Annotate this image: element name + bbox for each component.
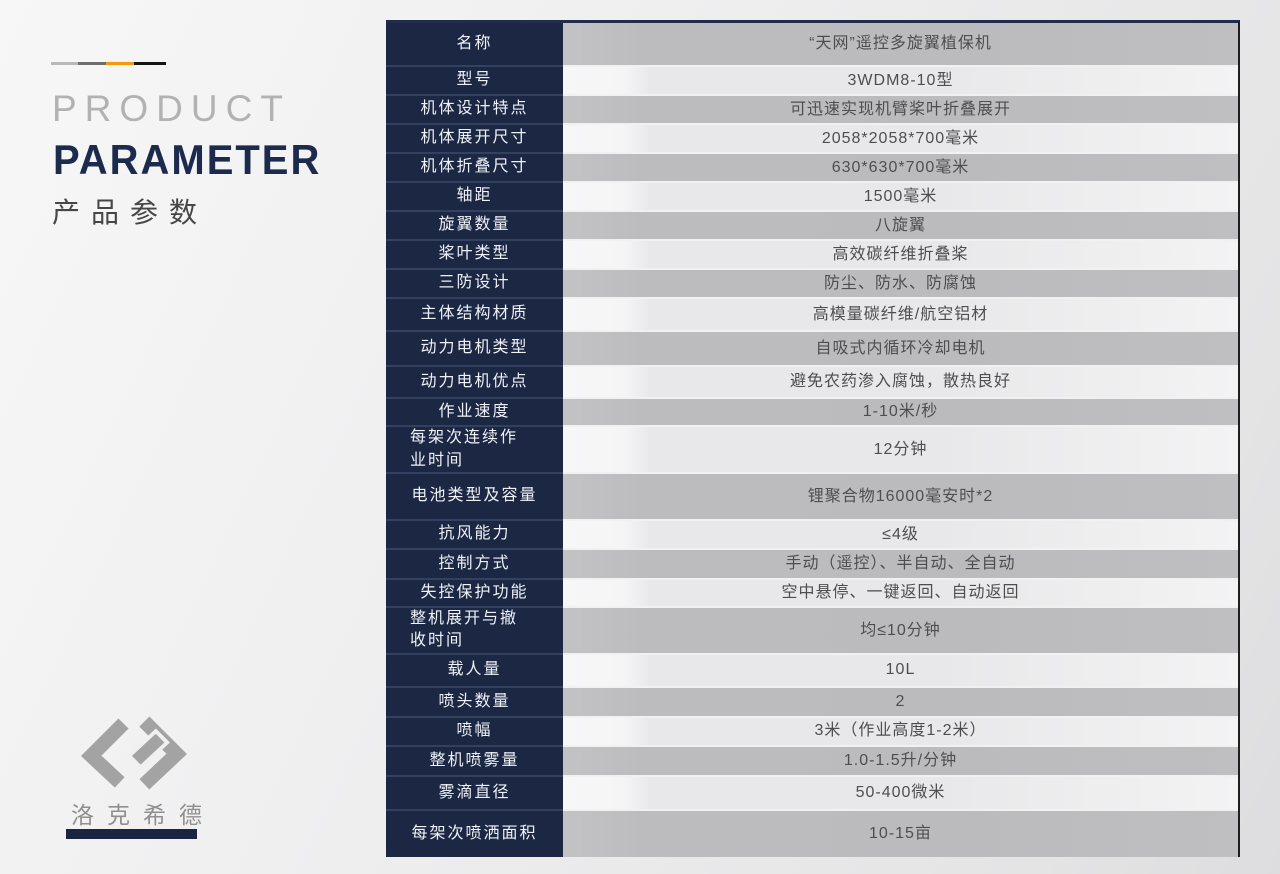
- parameter-value: 锂聚合物16000毫安时*2: [563, 472, 1238, 519]
- table-row: 机体展开尺寸 2058*2058*700毫米: [386, 123, 1238, 152]
- table-row: 抗风能力 ≤4级: [386, 519, 1238, 548]
- parameter-label: 整机喷雾量: [386, 744, 563, 775]
- table-row: 雾滴直径 50-400微米: [386, 774, 1238, 809]
- table-row: 动力电机类型 自吸式内循环冷却电机: [386, 330, 1238, 365]
- parameter-label: 雾滴直径: [386, 774, 563, 809]
- parameter-label: 机体折叠尺寸: [386, 152, 563, 181]
- parameter-table: 名称 “天网”遥控多旋翼植保机 型号 3WDM8-10型 机体设计特点 可迅速实现机臂桨叶…: [386, 20, 1240, 857]
- table-row: 整机展开与撤 收时间 均≤10分钟: [386, 606, 1238, 653]
- table-row: 失控保护功能 空中悬停、一键返回、自动返回: [386, 578, 1238, 606]
- parameter-label: 机体设计特点: [386, 94, 563, 123]
- table-row: 旋翼数量 八旋翼: [386, 210, 1238, 239]
- parameter-value: 空中悬停、一键返回、自动返回: [563, 578, 1238, 606]
- parameter-label: 失控保护功能: [386, 578, 563, 606]
- parameter-label: 桨叶类型: [386, 239, 563, 268]
- parameter-value: 12分钟: [563, 425, 1238, 472]
- table-row: 轴距 1500毫米: [386, 181, 1238, 210]
- parameter-value: 防尘、防水、防腐蚀: [563, 268, 1238, 297]
- parameter-label: 每架次喷洒面积: [386, 808, 563, 857]
- parameter-value: 50-400微米: [563, 774, 1238, 809]
- parameter-label: 型号: [386, 65, 563, 94]
- table-row: 名称 “天网”遥控多旋翼植保机: [386, 23, 1238, 65]
- parameter-label: 名称: [386, 23, 563, 65]
- parameter-value: 高效碳纤维折叠桨: [563, 239, 1238, 268]
- parameter-value: 2058*2058*700毫米: [563, 123, 1238, 152]
- parameter-value: 八旋翼: [563, 210, 1238, 239]
- line-segment-gray-light: [51, 62, 78, 65]
- parameter-value: 3WDM8-10型: [563, 65, 1238, 94]
- parameter-label: 动力电机类型: [386, 330, 563, 365]
- table-row: 载人量 10L: [386, 652, 1238, 686]
- parameter-value: 10L: [563, 652, 1238, 686]
- parameter-value: 3米（作业高度1-2米）: [563, 715, 1238, 745]
- parameter-value: 1-10米/秒: [563, 397, 1238, 425]
- parameter-label: 电池类型及容量: [386, 472, 563, 519]
- parameter-label: 每架次连续作 业时间: [386, 425, 563, 472]
- parameter-value: ≤4级: [563, 519, 1238, 548]
- parameter-value: 自吸式内循环冷却电机: [563, 330, 1238, 365]
- table-row: 桨叶类型 高效碳纤维折叠桨: [386, 239, 1238, 268]
- table-row: 电池类型及容量 锂聚合物16000毫安时*2: [386, 472, 1238, 519]
- page-title-chinese: 产品参数: [52, 197, 209, 228]
- parameter-value: 可迅速实现机臂桨叶折叠展开: [563, 94, 1238, 123]
- parameter-label: 机体展开尺寸: [386, 123, 563, 152]
- parameter-value: 高模量碳纤维/航空铝材: [563, 297, 1238, 330]
- line-segment-gray-dark: [78, 62, 106, 65]
- parameter-label: 轴距: [386, 181, 563, 210]
- logo-underline-bar: [66, 829, 197, 839]
- table-row: 型号 3WDM8-10型: [386, 65, 1238, 94]
- parameter-label: 控制方式: [386, 548, 563, 578]
- table-row: 喷头数量 2: [386, 685, 1238, 716]
- parameter-value: “天网”遥控多旋翼植保机: [563, 23, 1238, 65]
- table-row: 机体设计特点 可迅速实现机臂桨叶折叠展开: [386, 94, 1238, 123]
- parameter-label: 三防设计: [386, 268, 563, 297]
- parameter-value: 10-15亩: [563, 808, 1238, 857]
- line-segment-black: [134, 62, 166, 65]
- table-row: 每架次喷洒面积 10-15亩: [386, 808, 1238, 857]
- page-title-english-line2: PARAMETER: [53, 137, 322, 184]
- parameter-label: 整机展开与撤 收时间: [386, 606, 563, 653]
- table-row: 控制方式 手动（遥控）、半自动、全自动: [386, 548, 1238, 578]
- parameter-label: 抗风能力: [386, 519, 563, 548]
- parameter-label: 作业速度: [386, 397, 563, 425]
- table-row: 主体结构材质 高模量碳纤维/航空铝材: [386, 297, 1238, 330]
- logo-company-name: 洛克希德: [71, 803, 215, 828]
- parameter-value: 630*630*700毫米: [563, 152, 1238, 181]
- parameter-value: 手动（遥控）、半自动、全自动: [563, 548, 1238, 578]
- table-row: 动力电机优点 避免农药渗入腐蚀，散热良好: [386, 365, 1238, 397]
- page-title-english-line1: PRODUCT: [52, 88, 291, 129]
- parameter-label: 载人量: [386, 652, 563, 686]
- table-row: 三防设计 防尘、防水、防腐蚀: [386, 268, 1238, 297]
- table-row: 喷幅 3米（作业高度1-2米）: [386, 715, 1238, 745]
- parameter-label: 主体结构材质: [386, 297, 563, 330]
- parameter-label: 喷幅: [386, 715, 563, 745]
- table-row: 作业速度 1-10米/秒: [386, 397, 1238, 425]
- parameter-value: 1500毫米: [563, 181, 1238, 210]
- parameter-label: 旋翼数量: [386, 210, 563, 239]
- table-row: 每架次连续作 业时间 12分钟: [386, 425, 1238, 472]
- parameter-value: 避免农药渗入腐蚀，散热良好: [563, 365, 1238, 397]
- parameter-label: 喷头数量: [386, 685, 563, 716]
- parameter-value: 均≤10分钟: [563, 606, 1238, 653]
- line-segment-orange: [106, 62, 134, 65]
- decorative-segment-line: [51, 62, 166, 65]
- table-row: 机体折叠尺寸 630*630*700毫米: [386, 152, 1238, 181]
- lockheed-ribbon-mark-icon: [80, 716, 187, 790]
- parameter-label: 动力电机优点: [386, 365, 563, 397]
- table-row: 整机喷雾量 1.0-1.5升/分钟: [386, 744, 1238, 775]
- parameter-value: 2: [563, 685, 1238, 716]
- parameter-value: 1.0-1.5升/分钟: [563, 744, 1238, 775]
